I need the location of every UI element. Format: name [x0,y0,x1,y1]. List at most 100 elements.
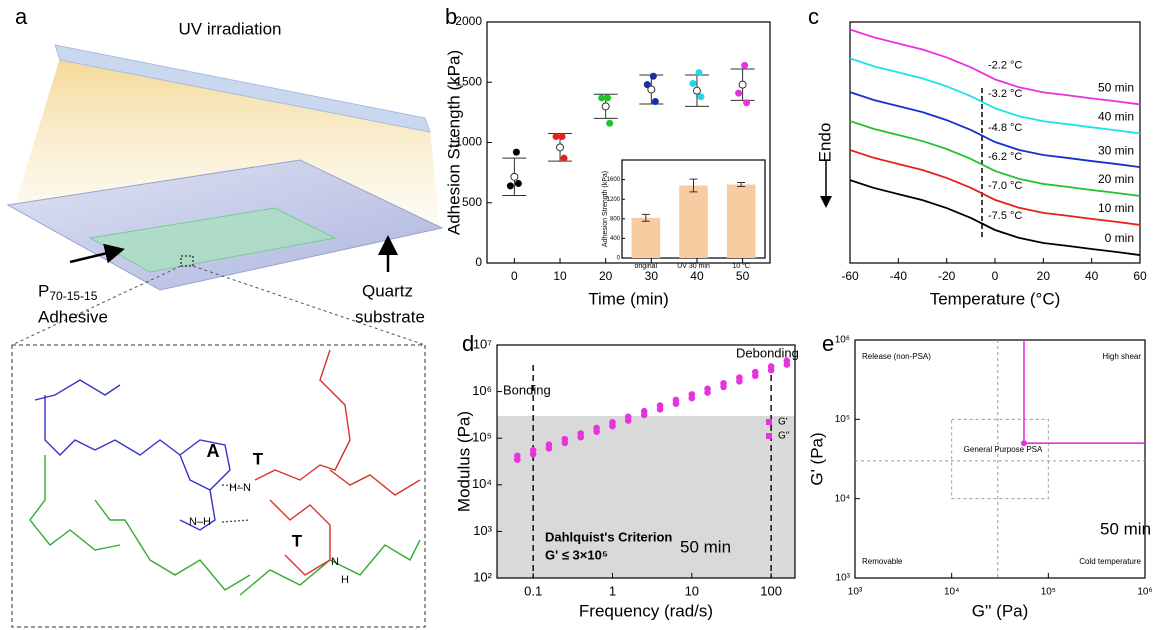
tg-label: -7.5 °C [988,210,1022,222]
y-tick-label: 500 [462,195,482,209]
atom-label: N [331,556,339,568]
inset-y-tick-label: 400 [610,236,621,242]
data-point [606,120,613,127]
substrate-name: substrate [355,307,425,326]
data-point [514,456,521,463]
region-label: General Purpose PSA [964,445,1043,454]
x-tick-label: 10³ [848,587,863,598]
x-tick-label: 0 [992,269,999,283]
adhesive-label: P70-15-15 [38,281,98,303]
series-label: 10 min [1098,201,1134,215]
x-tick-label: 100 [760,583,782,598]
region-label: High shear [1102,352,1141,361]
inset-y-tick-label: 0 [617,256,621,262]
y-tick-label: 2000 [455,14,482,28]
y-tick-label: 10² [473,569,492,584]
y-tick-label: 10⁶ [835,335,850,346]
data-point [507,182,514,189]
data-point [752,372,759,379]
schematic-title: UV irradiation [179,19,282,38]
mean-point [557,144,564,151]
data-point [561,155,568,162]
tg-label: -6.2 °C [988,151,1022,163]
y-tick-label: 10⁷ [473,336,492,351]
y-tick-label: 10⁴ [472,476,492,491]
series-label: 20 min [1098,172,1134,186]
series-label: 40 min [1098,110,1134,124]
criterion-region [497,416,795,578]
y-tick-label: 10⁴ [835,493,850,504]
data-point [741,62,748,69]
series-label: 50 min [1098,81,1134,95]
x-axis-label: Temperature (°C) [930,289,1061,308]
x-tick-label: 10 [553,269,567,283]
tg-label: -4.8 °C [988,122,1022,134]
data-point [553,133,560,140]
data-point [689,395,696,402]
mean-point [648,86,655,93]
data-point [650,73,657,80]
data-point [695,69,702,76]
x-tick-label: 0 [511,269,518,283]
x-tick-label: 40 [690,269,704,283]
schematic [8,45,442,627]
data-point [704,389,711,396]
y-axis-label: Endo [815,123,834,163]
psa-box [952,419,1049,498]
legend-marker [766,433,772,439]
data-point [784,361,791,368]
atom-label: H [341,574,349,586]
data-point [768,367,775,374]
substrate-label: Quartz [362,281,413,300]
data-point [513,149,520,156]
inset-y-tick-label: 800 [610,216,621,222]
series-label: 0 min [1105,231,1134,245]
tg-label: -7.0 °C [988,180,1022,192]
inset-bar [632,218,661,258]
atom-label: N–H [189,516,211,528]
region-label: Removable [862,557,903,566]
tg-label: -2.2 °C [988,59,1022,71]
plot-frame [855,340,1145,578]
annotation: Debonding [736,345,799,360]
x-tick-label: 60 [1133,269,1147,283]
y-axis-label: Modulus (Pa) [454,411,473,512]
x-axis-label: G'' (Pa) [972,601,1029,620]
data-point [593,428,600,435]
data-point [735,90,742,97]
y-tick-label: 10⁵ [472,430,492,445]
x-tick-label: 10⁴ [944,587,959,598]
tg-label: -3.2 °C [988,88,1022,100]
y-tick-label: 10³ [836,573,851,584]
panel-label: a [15,4,28,29]
atom-label: T [253,449,264,468]
inset-bar [727,185,756,259]
annotation: 50 min [1100,519,1151,538]
x-tick-label: 1 [609,583,616,598]
zoom-line [193,266,425,345]
legend-label: G'' [778,431,790,442]
y-tick-label: 10⁶ [472,383,492,398]
zoom-box [12,345,425,627]
inset-x-label: original [635,263,658,270]
panel-label: e [822,331,834,356]
y-axis-label: G' (Pa) [807,432,826,485]
chemical-structure [30,350,420,595]
inset-bar [679,185,708,258]
data-point [530,451,537,458]
y-tick-label: 10³ [473,523,492,538]
adhesive-subscript: 70-15-15 [49,289,97,303]
inset-y-label: Adhesion Strength (kPa) [602,171,609,247]
inset-x-label: UV 30 min [677,263,710,270]
x-tick-label: 20 [1037,269,1051,283]
mean-point [739,81,746,88]
region-label: Cold temperature [1079,557,1141,566]
data-point [641,412,648,419]
y-axis-label: Adhesion Strength (kPa) [444,50,463,235]
data-point [657,406,664,413]
region-label: Release (non-PSA) [862,352,931,361]
data-point [546,445,553,452]
inset-x-label: 10 °C [732,262,750,270]
legend-marker [766,419,772,425]
data-point [604,94,611,101]
